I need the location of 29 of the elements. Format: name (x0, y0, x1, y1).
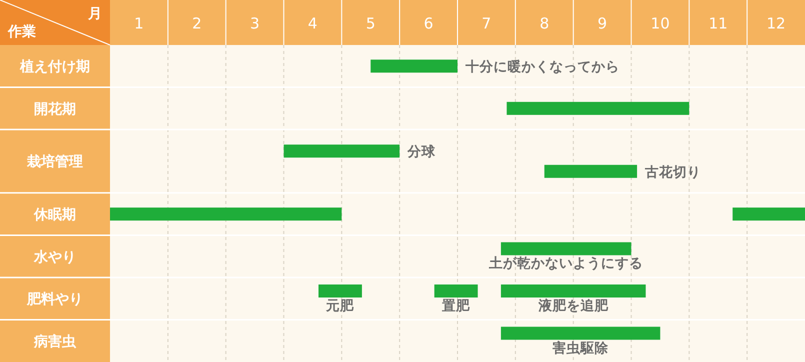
y-tick-label: 開花期 (34, 101, 76, 118)
x-tick-label: 6 (424, 14, 434, 32)
annotation: 害虫駆除 (552, 339, 610, 356)
y-tick-label: 休眠期 (33, 207, 76, 224)
x-tick-label: 12 (766, 14, 786, 32)
x-tick-label: 11 (708, 14, 728, 32)
annotation: 液肥を追肥 (537, 296, 610, 314)
annotation: 元肥 (325, 298, 356, 314)
y-tick-label: 病害虫 (33, 332, 77, 350)
x-tick-label: 10 (650, 14, 670, 32)
annotation: 置肥 (441, 298, 472, 314)
x-tick-label: 2 (192, 14, 202, 32)
x-tick-label: 5 (366, 14, 376, 32)
y-tick-label: 植え付け期 (19, 59, 90, 76)
x-tick-label: 8 (540, 14, 550, 32)
x-tick-label: 9 (598, 14, 608, 32)
y-tick-label: 栽培管理 (26, 153, 83, 170)
y-tick-label: 水やり (33, 249, 76, 266)
annotation: 古花切り (644, 164, 702, 180)
x-tick-label: 4 (308, 14, 318, 32)
x-tick-label: 7 (482, 14, 492, 32)
annotation: 十分に暖かくなってから (464, 59, 620, 76)
y-tick-label: 肥料やり (26, 292, 83, 308)
x-axis-title: 月 (87, 6, 102, 22)
y-axis-title: 作業 (7, 24, 36, 40)
annotation: 分球 (406, 144, 437, 160)
annotation: 土が乾かないようにする (488, 256, 644, 272)
x-tick-label: 1 (134, 14, 144, 32)
x-tick-label: 3 (250, 14, 260, 32)
